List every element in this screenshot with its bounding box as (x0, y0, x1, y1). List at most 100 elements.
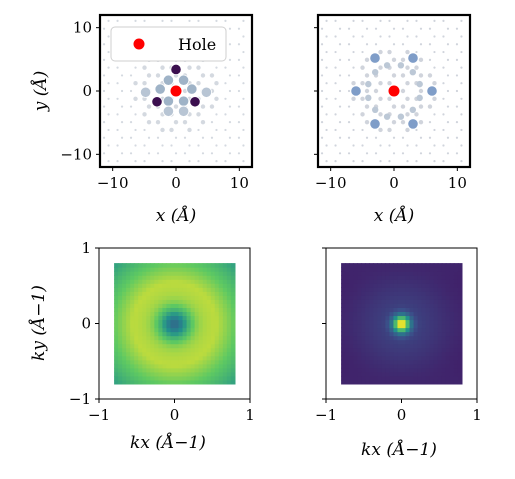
heatmap-cell (401, 351, 407, 357)
heatmap-cell (210, 307, 216, 313)
lattice-point (188, 159, 191, 163)
heatmap-cell (230, 331, 236, 337)
heatmap-cell (214, 371, 220, 377)
heatmap-cell (174, 267, 180, 272)
heatmap-cell (369, 323, 374, 329)
heatmap-cell (138, 319, 143, 325)
heatmap-cell (118, 279, 123, 284)
heatmap-cell (126, 307, 131, 313)
heatmap-cell (365, 307, 370, 313)
heatmap-cell (405, 375, 411, 381)
heatmap-cell (118, 315, 123, 321)
heatmap-cell (182, 339, 188, 345)
heatmap-cell (385, 375, 391, 381)
heatmap-cell (178, 267, 184, 272)
heatmap-cell (154, 339, 159, 345)
lattice-point (432, 96, 437, 101)
heatmap-cell (130, 307, 135, 313)
heatmap-cell (453, 323, 459, 329)
heatmap-cell (166, 331, 172, 337)
heatmap-cell (122, 343, 127, 349)
heatmap-cell (122, 359, 127, 365)
heatmap-cell (457, 355, 463, 361)
heatmap-cell (150, 311, 155, 317)
heatmap-cell (194, 351, 200, 357)
heatmap-cell (178, 323, 184, 329)
heatmap-cell (341, 267, 346, 272)
heatmap-cell (222, 295, 228, 300)
heatmap-cell (186, 271, 192, 276)
lattice-point (224, 144, 227, 147)
heatmap-cell (114, 319, 119, 325)
heatmap-cell (198, 367, 204, 373)
heatmap-cell (393, 363, 399, 369)
heatmap-cell (198, 355, 204, 361)
lattice-point (224, 159, 227, 163)
heatmap-cell (365, 295, 370, 300)
lattice-point (107, 66, 110, 69)
panel2-xlabel: x (Å) (374, 205, 415, 226)
heatmap-cell (214, 379, 220, 385)
heatmap-cell (345, 299, 350, 304)
heatmap-cell (178, 307, 184, 313)
heatmap-cell (425, 327, 431, 333)
heatmap-cell (365, 263, 370, 268)
heatmap-cell (174, 315, 180, 321)
heatmap-cell (393, 283, 399, 288)
heatmap-cell (421, 275, 427, 280)
heatmap-cell (445, 363, 451, 369)
heatmap-cell (126, 371, 131, 377)
panel4-xlabel: kx (Å−1) (361, 439, 437, 460)
heatmap-cell (154, 335, 159, 341)
lattice-point (129, 121, 133, 124)
heatmap-cell (393, 299, 399, 304)
heatmap-cell (146, 355, 151, 361)
heatmap-cell (162, 339, 168, 345)
heatmap-cell (385, 283, 391, 288)
heatmap-cell (373, 299, 378, 304)
heatmap-cell (138, 363, 143, 369)
scatter-point (407, 118, 419, 130)
heatmap-cell (122, 267, 127, 272)
heatmap-cell (138, 375, 143, 381)
heatmap-cell (425, 271, 431, 276)
heatmap-cell (425, 287, 431, 292)
heatmap-cell (393, 303, 399, 308)
heatmap-cell (194, 339, 200, 345)
heatmap-cell (202, 347, 208, 353)
heatmap-cell (341, 283, 346, 288)
heatmap-cell (373, 295, 378, 300)
scatter-point (371, 68, 379, 76)
heatmap-cell (146, 291, 151, 296)
heatmap-cell (198, 311, 204, 317)
lattice-point (242, 113, 245, 116)
heatmap-cell (146, 307, 151, 313)
heatmap-cell (114, 267, 119, 272)
heatmap-cell (341, 263, 346, 268)
lattice-point (391, 119, 397, 125)
lattice-point (455, 105, 459, 108)
heatmap-cell (405, 331, 411, 337)
heatmap-cell (182, 275, 188, 280)
heatmap-cell (397, 335, 403, 341)
heatmap-cell (437, 315, 443, 321)
heatmap-cell (138, 367, 143, 373)
heatmap-cell (226, 263, 232, 268)
heatmap-cell (357, 371, 362, 377)
lattice-point (183, 136, 187, 139)
heatmap-cell (345, 351, 350, 357)
heatmap-cell (158, 351, 164, 357)
heatmap-cell (353, 347, 358, 353)
heatmap-cell (361, 263, 366, 268)
heatmap-cell (361, 367, 366, 373)
heatmap-cell (142, 371, 147, 377)
heatmap-cell (349, 291, 354, 296)
lattice-point (228, 74, 232, 77)
heatmap-cell (178, 355, 184, 361)
lattice-point (107, 97, 110, 100)
lattice-point (418, 57, 424, 63)
heatmap-cell (445, 267, 451, 272)
heatmap-cell (158, 347, 164, 353)
heatmap-cell (401, 339, 407, 345)
heatmap-cell (365, 315, 370, 321)
